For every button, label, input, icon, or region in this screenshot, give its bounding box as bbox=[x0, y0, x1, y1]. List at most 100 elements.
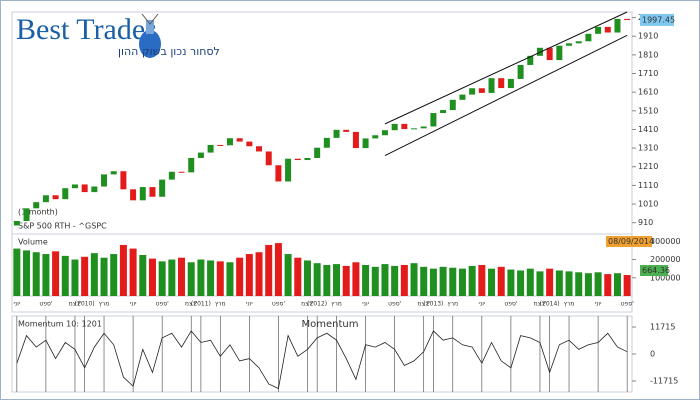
candle bbox=[168, 171, 175, 180]
volume-bar bbox=[148, 258, 156, 296]
candle bbox=[401, 123, 408, 130]
candle bbox=[469, 88, 476, 95]
candle bbox=[624, 18, 631, 21]
candle bbox=[575, 41, 582, 44]
volume-bar bbox=[371, 266, 379, 296]
x-tick-label: מרץ bbox=[99, 301, 110, 308]
volume-bar bbox=[100, 257, 108, 296]
momentum-title: Momentum bbox=[302, 319, 359, 330]
y-tick-label: 300000 bbox=[650, 237, 681, 246]
x-tick-label: דצמ' bbox=[69, 301, 82, 308]
volume-bar bbox=[526, 268, 534, 296]
candle bbox=[217, 144, 224, 146]
x-tick-label: דצמ' bbox=[534, 301, 547, 308]
candle bbox=[149, 187, 156, 197]
candle bbox=[246, 141, 253, 147]
candle bbox=[110, 171, 117, 175]
volume-bar bbox=[52, 251, 60, 296]
candle bbox=[159, 179, 166, 197]
candle bbox=[420, 126, 427, 129]
candle bbox=[556, 45, 563, 61]
x-tick-label: יוני bbox=[478, 301, 485, 308]
candle bbox=[546, 47, 553, 61]
y-tick-label: 910 bbox=[638, 218, 653, 227]
y-tick-label: 1110 bbox=[638, 181, 658, 190]
x-tick-label: ספט' bbox=[504, 301, 518, 308]
candle bbox=[130, 189, 137, 201]
volume-bar bbox=[274, 243, 282, 296]
volume-bar bbox=[575, 272, 583, 296]
volume-bar bbox=[207, 260, 215, 296]
candle bbox=[285, 158, 292, 182]
x-tick-label: (2010) bbox=[75, 301, 95, 308]
x-tick-label: ספט' bbox=[272, 301, 286, 308]
candle bbox=[139, 187, 146, 201]
volume-bar bbox=[81, 256, 89, 296]
x-tick-label: (2012) bbox=[307, 301, 327, 308]
y-tick-label: -11715 bbox=[650, 376, 678, 385]
candle bbox=[314, 147, 321, 158]
volume-value-box bbox=[640, 265, 668, 276]
volume-bar bbox=[119, 244, 127, 296]
y-tick-label: 1910 bbox=[638, 32, 658, 41]
volume-bar bbox=[507, 269, 515, 296]
candle bbox=[101, 174, 108, 187]
volume-bar bbox=[71, 259, 79, 296]
candle bbox=[362, 138, 369, 149]
volume-bar bbox=[604, 274, 612, 296]
x-tick-label: (2014) bbox=[540, 301, 560, 308]
volume-bar bbox=[584, 273, 592, 296]
candle bbox=[391, 123, 398, 131]
y-tick-label: 1810 bbox=[638, 50, 658, 59]
x-tick-label: מרץ bbox=[215, 301, 226, 308]
x-tick-label: מרץ bbox=[447, 301, 458, 308]
volume-bar bbox=[129, 248, 137, 296]
x-tick-label: (2011) bbox=[191, 301, 211, 308]
volume-bar bbox=[342, 265, 350, 296]
candle bbox=[449, 99, 456, 111]
date-box bbox=[606, 236, 652, 247]
volume-bar bbox=[333, 264, 341, 296]
volume-bar bbox=[265, 244, 273, 296]
volume-bar bbox=[236, 257, 244, 296]
volume-bar bbox=[400, 265, 408, 296]
chart-title: S&P 500 RTH - ^GSPC bbox=[18, 222, 107, 231]
candle bbox=[478, 88, 485, 93]
candle bbox=[207, 144, 214, 153]
channel-line bbox=[384, 34, 628, 157]
candle bbox=[226, 138, 233, 146]
candle bbox=[527, 55, 534, 65]
volume-bar bbox=[420, 266, 428, 296]
volume-bar bbox=[303, 260, 311, 296]
y-tick-label: 100000 bbox=[650, 273, 681, 282]
volume-bar bbox=[23, 250, 31, 296]
candle bbox=[585, 33, 592, 42]
y-tick-label: 1510 bbox=[638, 106, 658, 115]
date-label: 08/09/2014 bbox=[608, 237, 654, 246]
volume-bar bbox=[517, 270, 525, 296]
x-tick-label: ספט' bbox=[39, 301, 53, 308]
volume-bar bbox=[623, 275, 631, 296]
candle bbox=[197, 152, 204, 158]
candle bbox=[459, 94, 466, 100]
candle bbox=[517, 64, 524, 79]
x-tick-label: ספט' bbox=[621, 301, 635, 308]
volume-bar bbox=[613, 273, 621, 296]
candle bbox=[440, 110, 447, 114]
candle bbox=[343, 129, 350, 132]
candle bbox=[236, 138, 243, 142]
candle bbox=[178, 171, 185, 173]
volume-bar bbox=[168, 259, 176, 296]
candle bbox=[566, 43, 573, 46]
volume-bar bbox=[565, 271, 573, 296]
volume-bar bbox=[187, 262, 195, 296]
candle bbox=[614, 18, 621, 33]
volume-bar bbox=[449, 267, 457, 296]
candle bbox=[33, 202, 40, 209]
momentum-label: Momentum 10: 1201 bbox=[18, 320, 102, 329]
volume-bar bbox=[139, 254, 147, 296]
volume-bar bbox=[391, 265, 399, 296]
y-tick-label: 0 bbox=[650, 350, 655, 359]
volume-bar bbox=[90, 253, 98, 296]
y-tick-label: 1210 bbox=[638, 162, 658, 171]
